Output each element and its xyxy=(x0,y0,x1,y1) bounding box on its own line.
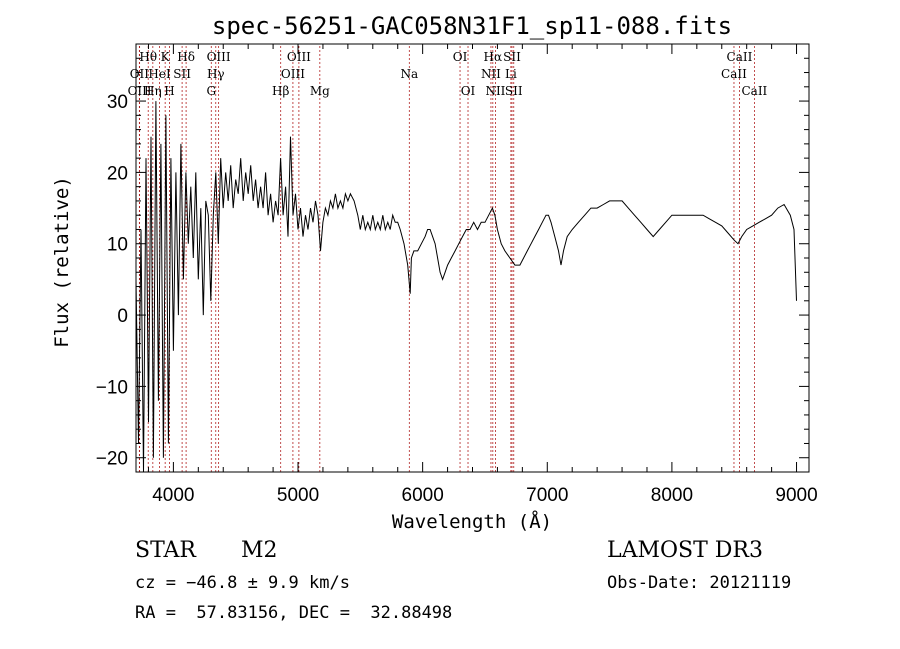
line-label-1: OII xyxy=(130,67,150,81)
x-tick-label-0: 4000 xyxy=(152,485,194,506)
line-label-6: H xyxy=(164,84,174,98)
x-tick-label-1: 5000 xyxy=(277,485,319,506)
line-label-18: OI xyxy=(461,84,476,98)
line-label-23: Li xyxy=(505,67,517,81)
line-label-4: HeI xyxy=(148,67,171,81)
plot-frame xyxy=(135,43,810,473)
redshift-readout: cz = −46.8 ± 9.9 km/s xyxy=(135,573,350,593)
y-tick-label-3: 10 xyxy=(107,235,128,256)
line-label-19: Hα xyxy=(484,50,503,64)
y-tick-label-0: −20 xyxy=(96,449,128,470)
y-axis-ticks: −20 −10 0 10 20 30 xyxy=(96,57,809,470)
line-label-3: K xyxy=(161,50,171,64)
line-label-25: CaII xyxy=(727,50,753,64)
y-tick-label-2: 0 xyxy=(117,306,128,327)
line-label-16: Na xyxy=(400,67,418,81)
x-axis-label: Wavelength (Å) xyxy=(392,510,552,533)
x-axis-ticks: 4000 5000 6000 7000 8000 9000 xyxy=(147,44,818,506)
line-label-12: Hβ xyxy=(272,84,289,98)
object-subclass: M2 xyxy=(241,538,278,563)
x-tick-label-3: 7000 xyxy=(526,485,568,506)
line-label-21: NII xyxy=(485,84,505,98)
survey-name: LAMOST DR3 xyxy=(607,538,763,563)
line-label-26: CaII xyxy=(721,67,747,81)
line-label-27: CaII xyxy=(741,84,767,98)
x-tick-label-4: 8000 xyxy=(651,485,693,506)
x-tick-label-2: 6000 xyxy=(402,485,444,506)
line-label-7: SII xyxy=(173,67,191,81)
line-label-10: Hγ xyxy=(207,67,225,81)
line-label-9: OIII xyxy=(207,50,231,64)
coordinates-readout: RA = 57.83156, DEC = 32.88498 xyxy=(135,603,453,623)
x-tick-label-5: 9000 xyxy=(775,485,817,506)
line-label-0: Hθ xyxy=(139,50,157,64)
line-label-24: SII xyxy=(505,84,523,98)
y-tick-label-1: −10 xyxy=(96,377,128,398)
line-label-20: NII xyxy=(481,67,501,81)
line-label-22: SII xyxy=(503,50,521,64)
y-tick-label-5: 30 xyxy=(107,92,128,113)
spectrum-line xyxy=(135,101,797,473)
line-label-13: OIII xyxy=(287,50,311,64)
y-axis-label: Flux (relative) xyxy=(51,176,73,348)
object-class: STAR xyxy=(135,538,196,563)
observation-date: Obs-Date: 20121119 xyxy=(607,573,792,593)
line-label-5: Hη xyxy=(144,84,162,98)
spectral-line-markers xyxy=(138,46,755,472)
y-tick-label-4: 20 xyxy=(107,163,128,184)
line-label-2: OIII xyxy=(128,84,152,98)
spectral-line-labels: Hθ OII OIII K HeI Hη H SII Hδ OIII Hγ G Hβ OIII OIII Mg… xyxy=(128,50,768,98)
line-label-15: Mg xyxy=(310,84,330,98)
chart-title: spec-56251-GAC058N31F1_sp11-088.fits xyxy=(212,12,732,40)
line-label-14: OIII xyxy=(281,67,305,81)
line-label-8: Hδ xyxy=(177,50,195,64)
line-label-17: OI xyxy=(453,50,468,64)
line-label-11: G xyxy=(206,84,216,98)
